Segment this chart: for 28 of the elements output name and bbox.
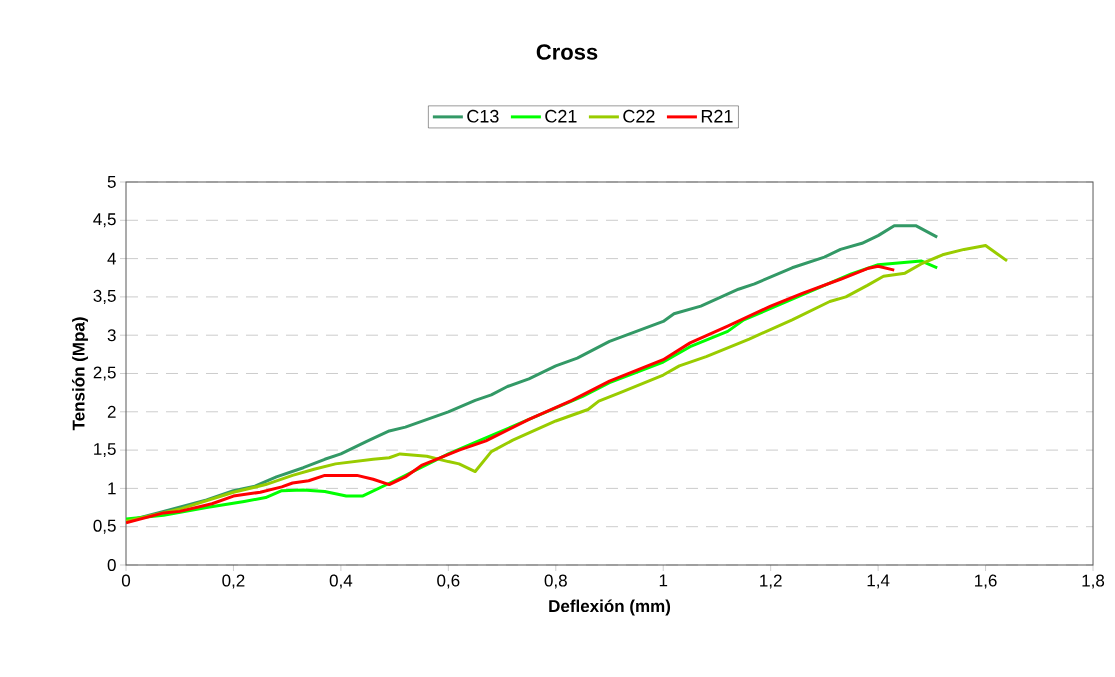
x-tick-label: 0,4 [329,574,353,589]
y-tick-label: 1,5 [94,443,116,458]
x-tick-label: 0 [121,574,131,587]
x-tick-label: 0,8 [544,574,567,589]
y-tick-label: 3 [107,329,116,342]
chart-title: Cross [536,44,598,60]
y-tick-label: 1 [108,482,116,495]
x-tick-label: 1,6 [975,574,997,589]
y-tick-label: 4 [107,252,116,265]
y-tick-label: 5 [107,176,116,188]
legend-label: C21 [545,109,577,123]
x-tick-label: 1 [659,574,668,587]
x-tick-label: 1,2 [760,574,782,589]
y-tick-label: 3,5 [93,289,116,304]
legend-label: C22 [623,109,655,123]
legend-label: R21 [701,109,733,123]
x-tick-label: 1,4 [867,574,890,589]
y-axis-title: Tensión (Mpa) [71,317,88,431]
legend-label: C13 [467,109,499,123]
y-tick-label: 0 [107,558,116,572]
y-tick-label: 4,5 [93,213,116,228]
x-tick-label: 0,2 [222,574,245,589]
y-tick-label: 2 [107,405,116,418]
x-tick-label: 0,6 [437,574,460,589]
x-tick-label: 1,8 [1082,574,1105,589]
x-axis-title: Deflexión (mm) [549,599,671,616]
y-tick-label: 0,5 [93,519,116,534]
y-tick-label: 2,5 [93,366,116,381]
